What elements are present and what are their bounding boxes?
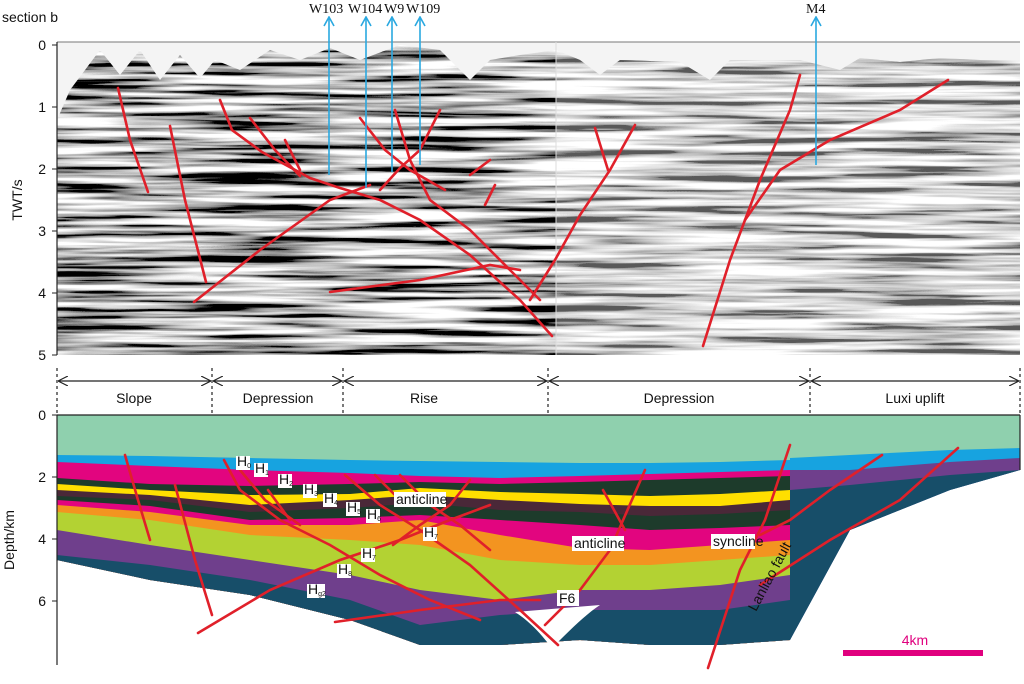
horizon-sub: 1	[265, 470, 269, 477]
horizon-label: H7	[362, 545, 376, 562]
zone-label: Depression	[243, 390, 314, 406]
horizon-sub: g2	[318, 591, 326, 598]
seismic-image	[57, 45, 1020, 355]
horizon-label: H1	[255, 460, 269, 477]
horizon-main: H	[367, 506, 377, 522]
horizon-sub: 7	[372, 555, 376, 562]
label-box	[303, 484, 317, 498]
horizon-main: H	[424, 524, 434, 540]
annotation: syncline	[713, 533, 764, 549]
label-box	[323, 493, 337, 507]
y-tick-label: 0	[38, 407, 46, 423]
scale-bar-label: 4km	[902, 632, 928, 648]
label-box	[366, 509, 380, 523]
annotation: anticline	[396, 491, 448, 507]
horizon-sub: 2	[289, 481, 293, 488]
well-label: W9	[384, 2, 404, 17]
zone-label: Rise	[410, 390, 438, 406]
zone-dividers	[56, 368, 1021, 415]
y-tick-label: 6	[38, 593, 46, 609]
y-ticks: 0 2 4 6	[38, 407, 57, 609]
horizon-main: H	[347, 499, 357, 515]
horizon-main: H	[308, 581, 318, 597]
horizon-label: H5	[347, 499, 361, 516]
faults-top	[116, 73, 950, 348]
layer	[790, 470, 1020, 640]
panel-title: section b	[2, 9, 58, 25]
layer	[57, 555, 790, 645]
horizon-label: H4	[324, 490, 338, 507]
label-box	[557, 590, 579, 606]
horizon-label: H3	[304, 481, 318, 498]
zone-label: Depression	[644, 390, 715, 406]
horizon-sub: 4	[334, 500, 338, 507]
horizon-main: H	[304, 481, 314, 497]
cross-section	[57, 415, 1020, 648]
y-tick-label: 4	[38, 285, 46, 301]
seismic-lighten	[556, 45, 1020, 355]
label-box	[394, 492, 446, 507]
annotation: F6	[559, 590, 576, 606]
horizon-main: H	[338, 561, 348, 577]
label-box	[278, 474, 292, 488]
horizon-sub: 0	[247, 463, 251, 470]
seismic-panel: W103 W104 W9 W109 M4 section b TWT/s 0 1 2…	[2, 2, 1020, 363]
label-box	[307, 584, 325, 598]
horizon-main: H	[279, 471, 289, 487]
well-label: W103	[309, 2, 343, 17]
annotation: anticline	[574, 535, 626, 551]
horizon-label: Hg2	[308, 581, 326, 598]
zone-label: Luxi uplift	[885, 390, 944, 406]
y-ticks: 0 1 2 3 4 5	[38, 37, 57, 363]
label-box	[337, 564, 351, 578]
label-box	[236, 456, 250, 470]
y-axis-label: Depth/km	[1, 510, 17, 570]
y-tick-label: 2	[38, 469, 46, 485]
horizon-sub: 3	[314, 491, 318, 498]
horizon-main: H	[324, 490, 334, 506]
label-box	[423, 527, 437, 541]
horizon-label: H7	[424, 524, 438, 541]
horizon-label: H0	[237, 453, 251, 470]
basin-gap	[515, 605, 600, 648]
label-box	[572, 536, 624, 551]
y-tick-label: 2	[38, 161, 46, 177]
label-box	[361, 548, 375, 562]
horizon-main: H	[237, 453, 247, 469]
horizon-sub: 5	[357, 509, 361, 516]
label-box	[711, 534, 755, 549]
y-tick-label: 1	[38, 99, 46, 115]
y-tick-label: 4	[38, 531, 46, 547]
y-tick-label: 5	[38, 347, 46, 363]
well-label: W109	[406, 2, 440, 17]
well-label: W104	[348, 2, 382, 17]
horizon-label: H6	[367, 506, 381, 523]
y-tick-label: 0	[38, 37, 46, 53]
horizon-label: H2	[279, 471, 293, 488]
label-box	[254, 463, 268, 477]
zone-bar	[56, 368, 1021, 415]
label-box	[346, 502, 360, 516]
zone-label: Slope	[116, 390, 152, 406]
y-axis-label: TWT/s	[9, 179, 25, 220]
horizon-sub: 6	[377, 516, 381, 523]
horizon-sub: 7	[434, 534, 438, 541]
wells	[329, 18, 816, 188]
horizon-main: H	[362, 545, 372, 561]
horizon-label: H8	[338, 561, 352, 578]
well-label: M4	[806, 2, 825, 17]
horizon-sub: 8	[348, 571, 352, 578]
y-tick-label: 3	[38, 223, 46, 239]
horizon-main: H	[255, 460, 265, 476]
